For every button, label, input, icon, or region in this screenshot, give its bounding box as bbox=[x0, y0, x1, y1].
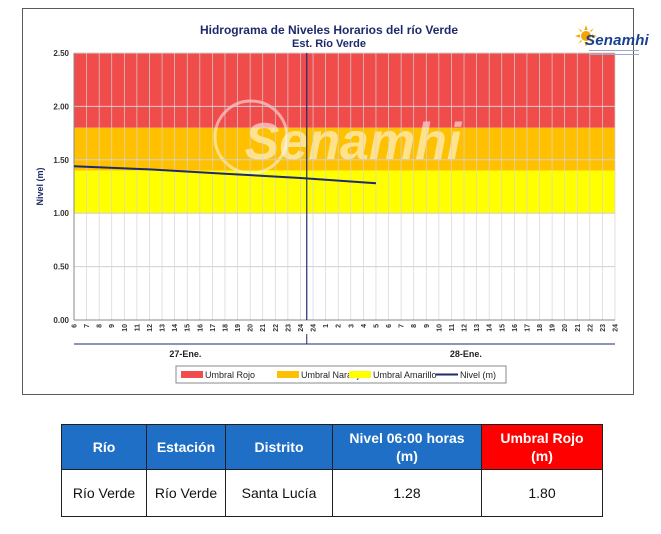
logo-underline bbox=[589, 50, 639, 55]
header-distrito: Distrito bbox=[225, 424, 333, 470]
cell-nivel: 1.28 bbox=[332, 469, 482, 517]
y-tick-label: 2.00 bbox=[53, 102, 69, 111]
x-tick-label: 12 bbox=[462, 324, 469, 332]
x-tick-label: 10 bbox=[436, 324, 443, 332]
legend-label: Umbral Naranja bbox=[301, 370, 364, 380]
header-umbral-rojo: Umbral Rojo (m) bbox=[481, 424, 603, 470]
x-tick-label: 4 bbox=[361, 324, 368, 328]
x-tick-label: 24 bbox=[613, 324, 620, 332]
y-tick-label: 1.50 bbox=[53, 156, 69, 165]
legend-swatch bbox=[181, 371, 203, 378]
station-table: Río Estación Distrito Nivel 06:00 horas … bbox=[61, 424, 603, 517]
sun-icon bbox=[575, 25, 597, 47]
day-label: 27-Ene. bbox=[169, 349, 201, 359]
band-umbral-amarillo bbox=[74, 170, 615, 214]
x-tick-label: 17 bbox=[524, 324, 531, 332]
x-tick-label: 11 bbox=[134, 324, 141, 332]
x-tick-label: 16 bbox=[197, 324, 204, 332]
header-estacion: Estación bbox=[146, 424, 226, 470]
x-tick-label: 2 bbox=[336, 324, 343, 328]
x-tick-label: 14 bbox=[487, 324, 494, 332]
chart-frame: Hidrograma de Niveles Horarios del río V… bbox=[22, 8, 649, 395]
band-umbral-rojo bbox=[74, 53, 615, 128]
x-tick-label: 11 bbox=[449, 324, 456, 332]
table-row: Río Verde Río Verde Santa Lucía 1.28 1.8… bbox=[61, 469, 603, 517]
x-tick-label: 1 bbox=[323, 324, 330, 328]
x-tick-label: 20 bbox=[248, 324, 255, 332]
x-tick-label: 15 bbox=[499, 324, 506, 332]
x-tick-label: 17 bbox=[210, 324, 217, 332]
x-tick-label: 9 bbox=[109, 324, 116, 328]
x-tick-label: 13 bbox=[160, 324, 167, 332]
x-tick-label: 3 bbox=[348, 324, 355, 328]
x-tick-label: 24 bbox=[298, 324, 305, 332]
cell-umbral-rojo: 1.80 bbox=[481, 469, 603, 517]
x-tick-label: 7 bbox=[399, 324, 406, 328]
x-tick-label: 21 bbox=[575, 324, 582, 332]
y-tick-label: 1.00 bbox=[53, 209, 69, 218]
x-tick-label: 13 bbox=[474, 324, 481, 332]
x-tick-label: 23 bbox=[285, 324, 292, 332]
x-tick-label: 10 bbox=[122, 324, 129, 332]
table-header-row: Río Estación Distrito Nivel 06:00 horas … bbox=[61, 424, 603, 470]
y-tick-label: 0.50 bbox=[53, 263, 69, 272]
x-tick-label: 15 bbox=[185, 324, 192, 332]
x-tick-label: 12 bbox=[147, 324, 154, 332]
x-tick-label: 18 bbox=[537, 324, 544, 332]
x-tick-label: 21 bbox=[260, 324, 267, 332]
x-tick-label: 16 bbox=[512, 324, 519, 332]
legend: Umbral Rojo Umbral Naranja Umbral Amarillo… bbox=[175, 365, 507, 384]
x-tick-label: 14 bbox=[172, 324, 179, 332]
legend-label: Nivel (m) bbox=[460, 370, 496, 380]
chart-subtitle: Est. Río Verde bbox=[292, 38, 366, 50]
header-nivel: Nivel 06:00 horas (m) bbox=[332, 424, 482, 470]
x-tick-label: 19 bbox=[550, 324, 557, 332]
logo-wordmark: Senamhi bbox=[585, 32, 649, 49]
header-rio: Río bbox=[61, 424, 147, 470]
cell-rio: Río Verde bbox=[61, 469, 147, 517]
series-line-nivel bbox=[73, 165, 377, 185]
x-tick-label: 20 bbox=[562, 324, 569, 332]
y-axis-label: Nivel (m) bbox=[35, 167, 45, 205]
x-tick-label: 6 bbox=[386, 324, 393, 328]
y-tick-label: 0.00 bbox=[53, 316, 69, 325]
x-tick-label: 9 bbox=[424, 324, 431, 328]
x-tick-label: 24 bbox=[311, 324, 318, 332]
legend-swatch bbox=[277, 371, 299, 378]
legend-label: Umbral Amarillo bbox=[373, 370, 437, 380]
legend-label: Umbral Rojo bbox=[205, 370, 255, 380]
watermark-sun-icon bbox=[213, 99, 289, 175]
x-tick-label: 18 bbox=[222, 324, 229, 332]
y-tick-label: 2.50 bbox=[53, 49, 69, 58]
day-label: 28-Ene. bbox=[450, 349, 482, 359]
senamhi-logo: Senamhi bbox=[575, 23, 649, 57]
x-tick-label: 22 bbox=[587, 324, 594, 332]
cell-estacion: Río Verde bbox=[146, 469, 226, 517]
x-tick-label: 8 bbox=[97, 324, 104, 328]
x-tick-label: 7 bbox=[84, 324, 91, 328]
x-tick-label: 5 bbox=[373, 324, 380, 328]
x-tick-label: 8 bbox=[411, 324, 418, 328]
legend-box bbox=[175, 365, 507, 384]
x-tick-label: 19 bbox=[235, 324, 242, 332]
cell-distrito: Santa Lucía bbox=[225, 469, 333, 517]
x-tick-label: 23 bbox=[600, 324, 607, 332]
x-tick-label: 6 bbox=[72, 324, 79, 328]
x-tick-label: 22 bbox=[273, 324, 280, 332]
band-umbral-naranja bbox=[74, 127, 615, 171]
chart-title: Hidrograma de Niveles Horarios del río V… bbox=[200, 23, 458, 37]
hydrograph-chart: Hidrograma de Niveles Horarios del río V… bbox=[35, 23, 620, 384]
legend-swatch bbox=[349, 371, 371, 378]
